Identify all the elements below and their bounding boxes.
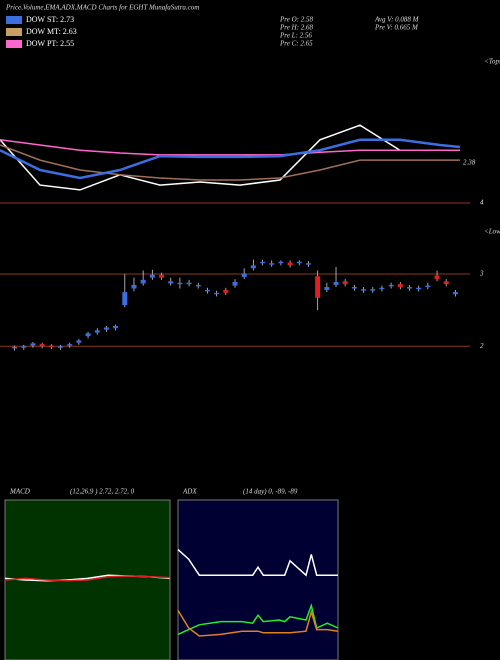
candle-body [315,276,321,298]
panel-subtitle: (14 day) 0, -89, -89 [243,488,298,496]
candle-body [351,287,357,289]
legend-swatch [6,28,22,36]
candle-body [48,345,54,347]
candle-body [370,289,376,291]
legend-label: DOW MT: 2.63 [26,27,77,36]
candle-body [76,340,82,343]
candle-body [94,330,100,333]
candle-body [67,344,73,346]
candle-body [85,333,91,337]
info-text: Avg V: 0.088 M [374,16,420,24]
candle-body [425,285,431,288]
candle-body [379,287,385,290]
legend: DOW ST: 2.73 DOW MT: 2.63 DOW PT: 2.55 [6,15,77,48]
candle-body [287,262,293,266]
candle-body [140,279,146,284]
candle-body [452,292,458,295]
candle-body [361,289,367,291]
candle-body [269,263,275,265]
candle-body [214,292,220,295]
candle-body [149,274,155,278]
candle-body [177,282,183,285]
candle-body [342,281,348,285]
candle-body [186,282,192,285]
series-line [177,549,338,577]
candle-body [260,261,266,264]
panel-title: ADX [182,488,197,496]
candle-body [250,265,256,269]
candle-body [113,326,119,329]
panel-title: MACD [9,488,30,496]
info-text: Pre C: 2.65 [279,40,313,48]
page-title: Price,Volume,EMA,ADX,MACD Charts for EGH… [5,4,199,12]
candle-body [204,289,210,292]
candle-body [39,344,45,347]
adx-panel [177,499,339,660]
panel-label: <Lows [484,228,500,236]
candle-body [397,284,403,288]
candle-body [223,289,229,293]
candle-body [195,284,201,287]
series-line [177,603,339,636]
series-line [0,144,460,181]
candle-body [103,327,109,330]
candle-body [168,281,174,284]
series-line [0,138,461,180]
candle-body [388,284,394,287]
price-label: 2.38 [463,159,476,167]
y-tick-label: 2 [480,342,484,350]
y-tick-label: 4 [480,199,484,207]
candle-body [324,287,330,290]
series-line [177,609,339,637]
candle-body [58,346,64,348]
candle-body [30,343,36,346]
series-line [4,575,171,582]
candle-body [278,261,284,264]
y-tick-label: 3 [479,270,484,278]
legend-label: DOW ST: 2.73 [26,15,74,24]
legend-swatch [6,16,22,24]
candle-body [21,346,27,348]
candle-body [434,275,440,280]
candle-body [416,287,422,290]
info-text: Pre L: 2.56 [279,32,312,40]
legend-swatch [6,40,22,48]
candle-body [333,282,339,285]
candle-body [232,282,238,286]
candle-body [241,273,247,277]
info-text: Pre V: 0.665 M [374,24,419,32]
candle-body [12,347,18,349]
candle-body [122,292,128,306]
legend-label: DOW PT: 2.55 [26,39,74,48]
candle-body [131,284,137,289]
candle-body [296,261,302,264]
candle-body [159,274,165,278]
info-text: Pre H: 2.68 [279,24,313,32]
candle-body [305,263,311,265]
info-text: Pre O: 2.58 [279,16,313,24]
series-line [0,139,460,156]
panel-label: <Tops [484,58,500,66]
panel-subtitle: (12,26,9 ) 2.72, 2.72, 0 [70,488,135,496]
candle-body [406,287,412,289]
candle-body [443,281,449,285]
